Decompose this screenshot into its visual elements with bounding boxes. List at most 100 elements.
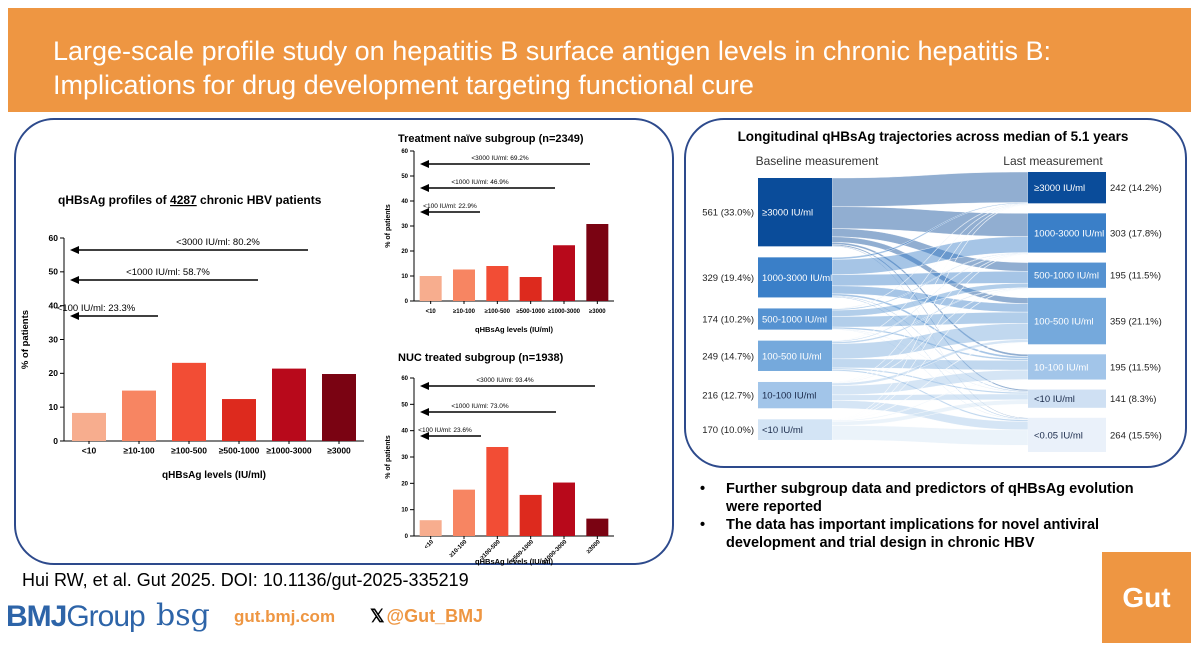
- y-tick-label: 10: [401, 274, 408, 280]
- annotation-label: <3000 IU/ml: 80.2%: [176, 237, 260, 248]
- bar: [272, 368, 306, 441]
- citation: Hui RW, et al. Gut 2025. DOI: 10.1136/gu…: [22, 570, 469, 590]
- y-tick-label: 50: [401, 402, 408, 408]
- arrowhead: [420, 160, 429, 168]
- bmj-logo-text: BMJ: [6, 600, 67, 633]
- bar: [419, 520, 442, 536]
- page-title: Large-scale profile study on hepatitis B…: [53, 34, 1051, 102]
- baseline-node-label: 1000-3000 IU/ml: [762, 273, 832, 284]
- annotation-label: <100 IU/ml: 23.3%: [57, 303, 136, 314]
- bullet-2: The data has important implications for …: [696, 516, 1166, 552]
- y-tick-label: 30: [49, 334, 59, 344]
- bsg-logo: bsg: [156, 598, 210, 633]
- last-count: 195 (11.5%): [1110, 362, 1161, 373]
- bar: [322, 374, 356, 441]
- annotation-label: <1000 IU/ml: 73.0%: [451, 403, 508, 410]
- x-tick-label: ≥3000: [586, 539, 602, 555]
- bar: [486, 446, 509, 536]
- x-tick-label: ≥1000-3000: [548, 309, 581, 315]
- title-line-1: Large-scale profile study on hepatitis B…: [53, 36, 1052, 66]
- baseline-node-label: ≥3000 IU/ml: [762, 208, 813, 219]
- bar: [122, 390, 156, 441]
- sankey-flow: [831, 288, 1029, 421]
- gut-logo: Gut: [1102, 552, 1191, 643]
- chart-title: qHBsAg profiles of 4287 chronic HBV pati…: [58, 193, 322, 207]
- y-tick-label: 20: [49, 368, 59, 378]
- y-tick-label: 20: [401, 481, 408, 487]
- x-tick-label: ≥3000: [589, 309, 606, 315]
- y-tick-label: 30: [401, 224, 408, 230]
- y-tick-label: 10: [49, 402, 59, 412]
- baseline-node: [758, 308, 832, 330]
- bar: [453, 489, 475, 536]
- last-node: [1028, 354, 1106, 380]
- baseline-node: [758, 257, 832, 298]
- last-count: 303 (17.8%): [1110, 228, 1162, 239]
- journal-url[interactable]: gut.bmj.com: [234, 607, 336, 626]
- last-node: [1028, 389, 1106, 408]
- arrowhead: [420, 184, 429, 192]
- bar: [419, 276, 442, 301]
- bar: [486, 266, 509, 301]
- last-count: 195 (11.5%): [1110, 271, 1161, 282]
- x-axis-label: qHBsAg levels (IU/ml): [162, 470, 266, 481]
- y-tick-label: 40: [49, 301, 59, 311]
- y-tick-label: 0: [53, 436, 58, 446]
- y-axis-label: % of patients: [20, 310, 31, 369]
- last-node-label: 500-1000 IU/ml: [1034, 271, 1099, 282]
- x-tick-label: ≥100-500: [485, 309, 511, 315]
- y-tick-label: 50: [401, 174, 408, 180]
- annotation-label: <3000 IU/ml: 69.2%: [471, 155, 528, 162]
- last-node: [1028, 297, 1106, 345]
- y-tick-label: 30: [401, 455, 408, 461]
- baseline-count: 329 (19.4%): [702, 273, 754, 284]
- annotation-label: <3000 IU/ml: 93.4%: [476, 377, 533, 384]
- arrowhead: [420, 208, 429, 216]
- key-findings: Further subgroup data and predictors of …: [696, 480, 1166, 552]
- x-handle[interactable]: 𝕏 @Gut_BMJ: [370, 606, 483, 627]
- baseline-count: 249 (14.7%): [702, 351, 754, 362]
- x-tick-label: ≥10-100: [123, 446, 154, 456]
- y-tick-label: 0: [405, 534, 409, 540]
- sankey-diagram: Longitudinal qHBsAg trajectories across …: [702, 129, 1162, 452]
- x-tick-label: <10: [426, 309, 437, 315]
- y-tick-label: 40: [401, 429, 408, 435]
- baseline-header: Baseline measurement: [756, 154, 879, 168]
- last-node: [1028, 213, 1106, 253]
- bar: [519, 277, 542, 301]
- baseline-count: 561 (33.0%): [702, 208, 754, 219]
- y-tick-label: 10: [401, 508, 408, 514]
- chart-title: Treatment naïve subgroup (n=2349): [398, 133, 584, 145]
- sankey-flow: [831, 204, 1029, 420]
- last-node-label: <10 IU/ml: [1034, 394, 1075, 405]
- naive-bar-chart: Treatment naïve subgroup (n=2349) 0 10 20 30…: [385, 133, 614, 334]
- sankey-flows: [831, 171, 1029, 446]
- y-axis-label: % of patients: [385, 204, 392, 248]
- arrowhead: [420, 432, 429, 440]
- x-axis-label: qHBsAg levels (IU/ml): [475, 557, 553, 566]
- bmj-group-logo: BMJGroup: [6, 600, 146, 634]
- bar: [519, 494, 542, 536]
- title-line-2: Implications for drug development target…: [53, 70, 754, 100]
- annotation-label: <1000 IU/ml: 58.7%: [126, 267, 210, 278]
- y-tick-label: 20: [401, 249, 408, 255]
- arrowhead: [420, 382, 429, 390]
- x-tick-label: ≥10-100: [453, 309, 476, 315]
- bar: [172, 362, 206, 441]
- bar: [553, 482, 575, 536]
- annotation-label: <1000 IU/ml: 46.9%: [451, 179, 508, 186]
- arrowhead: [70, 276, 79, 284]
- baseline-node-label: 10-100 IU/ml: [762, 391, 816, 402]
- last-node: [1028, 172, 1106, 204]
- x-handle-text: @Gut_BMJ: [386, 606, 484, 626]
- last-count: 141 (8.3%): [1110, 394, 1156, 405]
- baseline-node-label: <10 IU/ml: [762, 425, 803, 436]
- y-tick-label: 60: [401, 149, 408, 155]
- bar: [453, 269, 475, 301]
- last-node: [1028, 417, 1106, 452]
- x-tick-label: <10: [82, 446, 97, 456]
- sankey-flow: [831, 379, 1029, 422]
- y-tick-label: 0: [405, 299, 409, 305]
- sankey-flow: [831, 171, 1029, 207]
- last-count: 242 (14.2%): [1110, 183, 1162, 194]
